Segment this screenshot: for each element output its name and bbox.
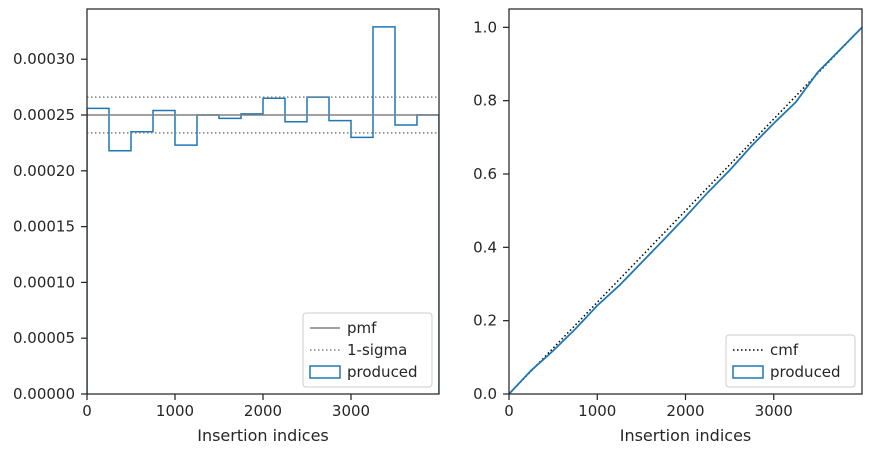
y-tick-label: 0.00030: [13, 50, 75, 68]
x-tick-label: 2000: [666, 402, 704, 420]
y-tick-label: 0.00005: [13, 329, 75, 347]
legend: pmf 1-sigma produced: [302, 312, 433, 388]
legend-label: produced: [347, 363, 418, 381]
x-tick-label: 0: [504, 402, 514, 420]
series-produced: [87, 26, 439, 394]
y-tick-label: 0.00025: [13, 106, 75, 124]
legend: cmf produced: [725, 334, 856, 388]
x-tick-label: 2000: [244, 402, 282, 420]
x-axis-label: Insertion indices: [620, 426, 752, 445]
series-cmf: [509, 26, 862, 394]
y-tick-label: 0.8: [473, 92, 497, 110]
y-tick-label: 0.00000: [13, 385, 75, 403]
legend-label: produced: [770, 363, 841, 381]
y-tick-label: 0.00020: [13, 162, 75, 180]
chart-panel-1: 0 1000 2000 3000 0.00000 0.00005 0.00010 0.0001…: [13, 8, 440, 445]
y-tick-label: 0.00010: [13, 273, 75, 291]
x-tick-label: 3000: [755, 402, 793, 420]
x-tick-label: 1000: [156, 402, 194, 420]
plot-area: [87, 26, 439, 394]
y-tick-label: 0.6: [473, 165, 497, 183]
legend-label: pmf: [347, 319, 377, 337]
legend-handle-produced: [732, 365, 764, 379]
x-axis-label: Insertion indices: [197, 426, 329, 445]
series-produced: [509, 26, 862, 394]
x-tick-label: 0: [82, 402, 92, 420]
legend-handle-produced: [309, 365, 341, 379]
plot-area: [509, 26, 862, 394]
x-tick-label: 1000: [578, 402, 616, 420]
y-tick-label: 0.00015: [13, 218, 75, 236]
chart-panel-2: 0 1000 2000 3000 0.0 0.2 0.4 0.6 0.8 1.0 Insertion…: [473, 8, 863, 445]
legend-box: [725, 334, 856, 388]
y-tick-label: 0.0: [473, 385, 497, 403]
legend-label: cmf: [770, 341, 799, 359]
y-tick-label: 1.0: [473, 18, 497, 36]
y-tick-label: 0.2: [473, 312, 497, 330]
legend-label: 1-sigma: [347, 341, 407, 359]
legend-box: [302, 312, 433, 388]
x-tick-label: 3000: [332, 402, 370, 420]
y-tick-label: 0.4: [473, 238, 497, 256]
